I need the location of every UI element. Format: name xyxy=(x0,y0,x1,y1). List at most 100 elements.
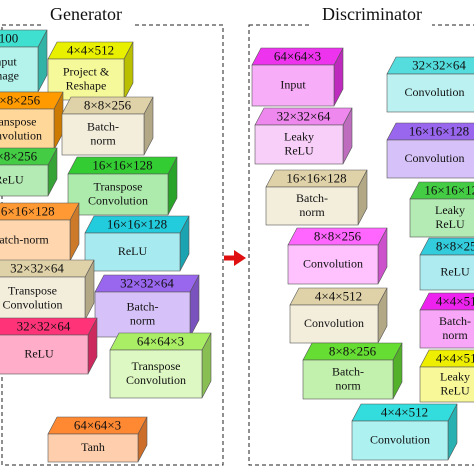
block-front xyxy=(84,232,181,272)
block-dims: 64×64×3 xyxy=(137,333,184,348)
block-label: Transpose xyxy=(94,179,143,193)
block: 16×16×128 Batch-norm xyxy=(0,202,80,262)
block-label: ReLU xyxy=(284,143,314,157)
block-dims: 8×8×256 xyxy=(436,238,474,253)
block-label: ReLU xyxy=(0,172,24,186)
block-dims: 16×16×128 xyxy=(0,203,55,218)
block-label: Batch- xyxy=(87,119,119,133)
block-front xyxy=(61,113,145,156)
block: 16×16×128 ReLU xyxy=(84,215,190,272)
block-front xyxy=(0,46,39,93)
block-label: Convolution xyxy=(0,128,42,142)
block: 4×4×512 Convolution xyxy=(351,403,458,461)
block-front xyxy=(109,349,203,399)
generator-title: Generator xyxy=(50,4,122,24)
block-front xyxy=(302,359,394,400)
title-bg xyxy=(42,6,132,26)
block-label: norm xyxy=(130,313,156,327)
block-front xyxy=(0,164,49,197)
block-front xyxy=(287,244,379,285)
block-front xyxy=(0,334,89,375)
block-front xyxy=(94,291,191,338)
block-label: Batch- xyxy=(296,191,328,205)
block-dims: 64×64×3 xyxy=(74,417,121,432)
block: 100 InputImage xyxy=(0,29,48,93)
block-front xyxy=(47,433,139,463)
block: 64×64×3 Input xyxy=(251,47,344,107)
block-front xyxy=(0,219,71,262)
block: 8×8×256 Batch-norm xyxy=(302,342,403,400)
block-dims: 8×8×256 xyxy=(0,148,38,163)
block-label: Tanh xyxy=(81,440,105,454)
block: 32×32×64 Convolution xyxy=(386,56,474,113)
arrow xyxy=(224,250,246,266)
block-label: Leaky xyxy=(440,369,470,383)
block-dims: 32×32×64 xyxy=(412,57,466,72)
block-dims: 100 xyxy=(0,30,18,45)
block-front xyxy=(67,173,169,216)
block-label: Transpose xyxy=(0,114,36,128)
block-front xyxy=(254,124,344,165)
block-dims: 64×64×3 xyxy=(274,48,321,63)
block-label: Convolution xyxy=(88,193,148,207)
block: 32×32×64 ReLU xyxy=(0,317,98,375)
block-front xyxy=(351,420,449,461)
block-label: Convolution xyxy=(404,85,464,99)
block: 8×8×256 ReLU xyxy=(0,147,58,197)
block-label: Leaky xyxy=(435,203,465,217)
block-dims: 4×4×512 xyxy=(67,42,114,57)
block-label: Leaky xyxy=(284,129,314,143)
block-label: ReLU xyxy=(118,244,148,258)
block-dims: 32×32×64 xyxy=(277,108,331,123)
block-dims: 8×8×256 xyxy=(329,343,377,358)
block-label: Batch- xyxy=(439,314,471,328)
block-label: norm xyxy=(335,378,361,392)
block-front xyxy=(0,276,86,321)
block-front xyxy=(419,309,474,349)
block-label: norm xyxy=(442,328,468,342)
block-label: Batch- xyxy=(332,364,364,378)
block-label: Convolution xyxy=(303,256,363,270)
block: 8×8×256 Convolution xyxy=(287,227,388,285)
block-label: Transpose xyxy=(8,283,57,297)
block-label: Convolution xyxy=(304,316,364,330)
block-dims: 8×8×256 xyxy=(314,228,362,243)
block-dims: 16×16×128 xyxy=(424,182,474,197)
block-front xyxy=(289,304,379,344)
block-dims: 8×8×256 xyxy=(0,92,41,107)
block-front xyxy=(419,366,474,403)
block-label: Project & xyxy=(63,64,110,78)
block-front xyxy=(265,186,359,226)
block-dims: 32×32×64 xyxy=(10,260,64,275)
block: 32×32×64 Batch-norm xyxy=(94,274,200,338)
block-front xyxy=(386,139,474,179)
block: 8×8×256 ReLU xyxy=(419,237,474,291)
block-front xyxy=(419,254,474,291)
block-dims: 32×32×64 xyxy=(120,275,174,290)
block-label: Image xyxy=(0,68,19,82)
block-dims: 8×8×256 xyxy=(84,97,132,112)
block-front xyxy=(409,198,474,238)
block-label: Transpose xyxy=(132,359,181,373)
block-dims: 16×16×128 xyxy=(107,216,167,231)
block-label: Convolution xyxy=(126,373,186,387)
block-dims: 16×16×128 xyxy=(409,123,469,138)
block-dims: 16×16×128 xyxy=(286,170,346,185)
title-bg xyxy=(312,6,432,26)
block-label: ReLU xyxy=(24,346,54,360)
block-front xyxy=(251,64,335,107)
block: 4×4×512 Convolution xyxy=(289,287,388,344)
block-dims: 4×4×512 xyxy=(436,293,474,308)
block-label: Convolution xyxy=(404,151,464,165)
block-label: norm xyxy=(90,133,116,147)
